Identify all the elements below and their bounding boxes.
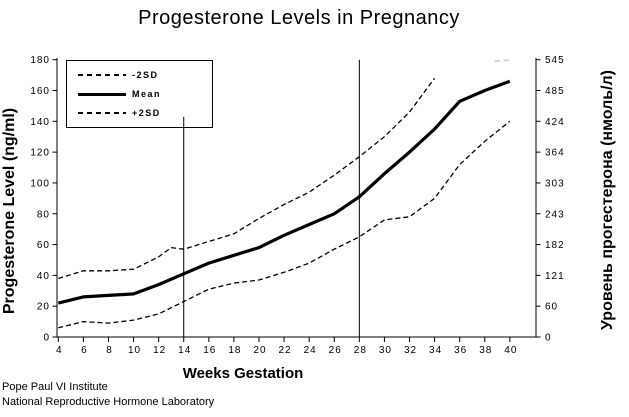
y-axis-label-right: Уровень прогестерона (нмоль/л) [599, 70, 616, 330]
y-axis-right-tick-label: 485 [545, 86, 565, 97]
legend-item-plus-2sd: +2SD [78, 108, 212, 118]
y-axis-left-tick-label: 60 [37, 240, 50, 251]
series-line--2sd [58, 120, 511, 329]
x-axis-tick-label: 4 [56, 345, 63, 356]
footer-institute: Pope Paul VI Institute [2, 381, 108, 393]
series-line-mean [57, 79, 511, 305]
y-axis-label-left: Progesterone Level (ng/ml) [1, 108, 18, 314]
y-axis-left-tick-label: 100 [30, 178, 50, 189]
y-axis-right-tick-label: 545 [545, 55, 565, 66]
series-line-+2sd [58, 77, 436, 280]
y-axis-left-tick-label: 80 [37, 209, 50, 220]
y-axis-left-tick-label: 20 [37, 302, 50, 313]
dashed-line-icon [78, 74, 126, 76]
series-line-+2sd-clipped [494, 59, 513, 62]
x-axis-tick-label: 32 [404, 345, 417, 356]
x-axis-tick-label: 30 [379, 345, 392, 356]
footer-laboratory: National Reproductive Hormone Laboratory [2, 396, 215, 408]
x-axis-tick-label: 20 [253, 345, 266, 356]
x-axis-tick-label: 22 [279, 345, 292, 356]
y-axis-right-tick-label: 182 [545, 240, 565, 251]
x-axis-tick-label: 16 [203, 345, 216, 356]
x-axis-tick-label: 8 [106, 345, 113, 356]
y-axis-right-tick-label: 303 [545, 178, 565, 189]
legend-label-minus-2sd: -2SD [132, 70, 159, 80]
y-axis-left-tick-label: 160 [30, 86, 50, 97]
y-axis-right-tick-label: 60 [545, 302, 558, 313]
x-axis-label: Weeks Gestation [182, 365, 304, 382]
y-axis-right-tick-label: 364 [545, 148, 565, 159]
y-axis-left-tick-label: 120 [30, 148, 50, 159]
x-axis-tick-label: 38 [479, 345, 492, 356]
x-axis-tick-label: 40 [504, 345, 517, 356]
x-axis-tick-label: 26 [329, 345, 342, 356]
dashed-line-icon [78, 112, 126, 114]
legend-label-plus-2sd: +2SD [132, 108, 161, 118]
x-axis-tick-label: 14 [178, 345, 191, 356]
legend-label-mean: Mean [132, 89, 162, 99]
y-axis-left-tick-label: 0 [43, 333, 50, 344]
y-axis-right-tick-label: 243 [545, 209, 565, 220]
y-axis-right-tick-label: 424 [545, 117, 565, 128]
x-axis-tick-label: 36 [454, 345, 467, 356]
y-axis-left-tick-label: 140 [30, 117, 50, 128]
legend-item-minus-2sd: -2SD [78, 70, 212, 80]
chart-title: Progesterone Levels in Pregnancy [138, 7, 460, 29]
x-axis-tick-label: 10 [128, 345, 141, 356]
legend-item-mean: Mean [78, 89, 212, 99]
x-axis-tick-label: 24 [304, 345, 317, 356]
y-axis-right-tick-label: 0 [545, 333, 552, 344]
x-axis-tick-label: 6 [81, 345, 88, 356]
x-axis-tick-label: 12 [153, 345, 166, 356]
y-axis-left-tick-label: 180 [30, 55, 50, 66]
x-axis-tick-label: 18 [228, 345, 241, 356]
solid-line-icon [78, 92, 126, 96]
x-axis-tick-label: 28 [354, 345, 367, 356]
x-axis-tick-label: 34 [429, 345, 442, 356]
y-axis-right-tick-label: 121 [545, 271, 565, 282]
legend: -2SD Mean +2SD [66, 60, 213, 128]
y-axis-left-tick-label: 40 [37, 271, 50, 282]
